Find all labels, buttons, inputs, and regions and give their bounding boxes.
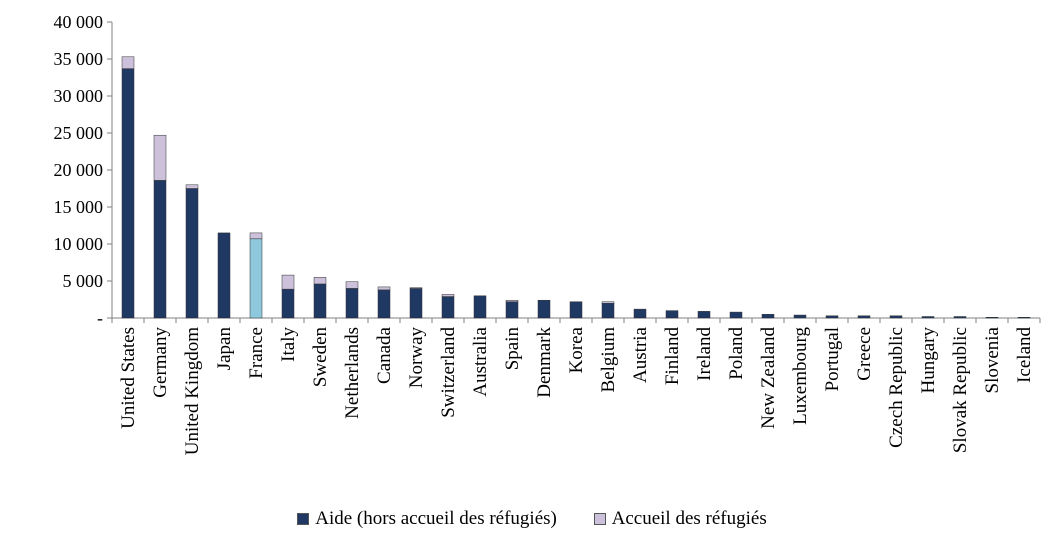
bar-aide bbox=[761, 314, 775, 319]
x-tick-label: Poland bbox=[726, 327, 747, 380]
x-tick-label: Slovenia bbox=[982, 326, 1003, 393]
bar-aide bbox=[793, 314, 807, 319]
bar-aide bbox=[249, 238, 263, 319]
bar-aide bbox=[953, 316, 967, 319]
legend-label-aide: Aide (hors accueil des réfugiés) bbox=[315, 508, 557, 529]
bar-accueil bbox=[281, 274, 295, 290]
x-tick-label: Greece bbox=[854, 327, 875, 381]
bar-aide bbox=[729, 311, 743, 319]
bar-aide bbox=[313, 283, 327, 319]
y-tick-label: - bbox=[97, 308, 103, 328]
x-axis: United States Germany United Kingdom Japan F… bbox=[111, 317, 1041, 455]
legend-swatch-accueil bbox=[593, 513, 606, 525]
x-tick-label: Portugal bbox=[822, 327, 843, 391]
bar-accueil bbox=[121, 56, 135, 69]
bar-accueil bbox=[185, 184, 199, 189]
bar-aide bbox=[697, 311, 711, 319]
x-tick-label: Spain bbox=[502, 327, 523, 371]
bar-aide bbox=[409, 288, 423, 319]
y-tick-label: 10 000 bbox=[54, 234, 104, 254]
x-tick-label: Sweden bbox=[310, 327, 331, 388]
bar-aide bbox=[633, 308, 647, 319]
x-tick-label: New Zealand bbox=[758, 327, 779, 429]
bar-aide bbox=[857, 315, 871, 319]
bar-aide bbox=[921, 316, 935, 319]
x-tick-label: Luxembourg bbox=[790, 327, 811, 425]
x-tick-label: Norway bbox=[406, 327, 427, 389]
x-tick-label: Australia bbox=[470, 326, 491, 396]
bar-aide bbox=[569, 301, 583, 319]
x-tick-label: United Kingdom bbox=[182, 327, 203, 455]
x-tick-label: Slovak Republic bbox=[950, 327, 971, 453]
bar-aide bbox=[217, 232, 231, 319]
y-tick-label: 15 000 bbox=[54, 197, 104, 217]
bar-aide bbox=[473, 295, 487, 319]
x-tick-label: Netherlands bbox=[342, 327, 363, 419]
bar-accueil bbox=[313, 277, 327, 285]
bar-aide bbox=[985, 317, 999, 319]
bar-accueil bbox=[345, 281, 359, 289]
legend-label-accueil: Accueil des réfugiés bbox=[611, 508, 767, 529]
x-tick-label: Denmark bbox=[534, 327, 555, 398]
x-tick-label: France bbox=[246, 327, 267, 379]
bar-accueil bbox=[505, 299, 519, 302]
bar-aide bbox=[345, 288, 359, 319]
bar-aide bbox=[153, 180, 167, 319]
bar-accueil bbox=[377, 286, 391, 291]
bars bbox=[121, 56, 1031, 319]
x-tick-label: Germany bbox=[150, 327, 171, 398]
bar-aide bbox=[505, 301, 519, 319]
x-tick-label: Switzerland bbox=[438, 327, 459, 418]
bar-aide bbox=[889, 315, 903, 319]
x-tick-label: United States bbox=[118, 327, 139, 429]
bar-aide bbox=[281, 288, 295, 319]
y-tick-label: 40 000 bbox=[54, 12, 104, 32]
y-tick-label: 5 000 bbox=[63, 271, 104, 291]
y-tick-label: 25 000 bbox=[54, 123, 104, 143]
x-tick-label: Canada bbox=[374, 326, 395, 384]
x-tick-label: Italy bbox=[278, 327, 299, 362]
x-tick-label: Japan bbox=[214, 327, 235, 371]
legend-item-accueil: Accueil des réfugiés bbox=[593, 508, 767, 530]
x-tick-label: Iceland bbox=[1014, 327, 1035, 383]
y-tick-label: 20 000 bbox=[54, 160, 104, 180]
bar-aide bbox=[601, 302, 615, 319]
legend: Aide (hors accueil des réfugiés) Accueil… bbox=[0, 508, 1064, 531]
x-tick-label: Hungary bbox=[918, 327, 939, 394]
y-axis: - 5 000 10 000 15 000 20 000 25 000 30 000 35 0… bbox=[54, 12, 113, 328]
legend-item-aide: Aide (hors accueil des réfugiés) bbox=[297, 508, 557, 530]
bar-aide bbox=[441, 296, 455, 319]
y-tick-label: 30 000 bbox=[54, 86, 104, 106]
x-tick-label: Korea bbox=[566, 326, 587, 373]
bar-accueil bbox=[601, 301, 615, 304]
bar-chart: - 5 000 10 000 15 000 20 000 25 000 30 000 35 0… bbox=[54, 12, 1041, 455]
bar-accueil bbox=[249, 232, 263, 240]
x-tick-label: Austria bbox=[630, 326, 651, 383]
x-tick-label: Belgium bbox=[598, 327, 619, 393]
legend-swatch-aide bbox=[297, 513, 310, 525]
bar-aide bbox=[377, 289, 391, 319]
x-tick-label: Czech Republic bbox=[886, 327, 907, 448]
bar-aide bbox=[825, 315, 839, 319]
bar-aide bbox=[537, 299, 551, 319]
y-tick-label: 35 000 bbox=[54, 49, 104, 69]
x-tick-label: Ireland bbox=[694, 327, 715, 381]
x-tick-label: Finland bbox=[662, 327, 683, 386]
bar-accueil bbox=[441, 294, 455, 297]
bar-aide bbox=[185, 188, 199, 319]
bar-accueil bbox=[409, 287, 423, 289]
bar-accueil bbox=[153, 134, 167, 181]
bar-aide bbox=[665, 310, 679, 319]
bar-aide bbox=[1017, 317, 1031, 319]
bar-aide bbox=[121, 68, 135, 319]
